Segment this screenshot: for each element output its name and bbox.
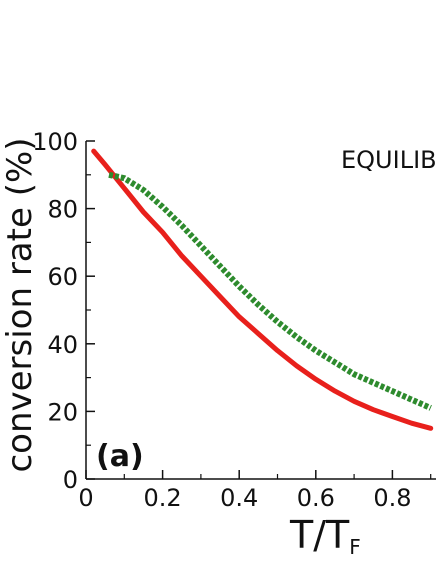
y-axis-title: conversion rate (%) — [0, 137, 40, 472]
x-tick-label: 0.6 — [297, 484, 335, 512]
series-line-solid — [91, 148, 434, 431]
y-tick-label: 40 — [47, 331, 78, 359]
series-group — [91, 148, 434, 431]
x-axis-title-main: T/T — [289, 513, 350, 557]
y-tick-label: 100 — [32, 128, 78, 156]
x-tick-label: 0.2 — [144, 484, 182, 512]
annotation-label: EQUILIB — [341, 146, 436, 174]
series-line-dotted — [108, 171, 432, 411]
panel-label: (a) — [96, 439, 144, 474]
y-tick-label: 60 — [47, 263, 78, 291]
x-tick-label: 0 — [78, 484, 93, 512]
x-axis-title-subscript: F — [349, 535, 361, 559]
y-tick-label: 0 — [63, 466, 78, 494]
x-tick-label: 0.4 — [220, 484, 258, 512]
ticks-group: 0 20 40 60 80 100 0 0.2 0.4 0.6 0.8 — [32, 128, 432, 512]
y-tick-label: 80 — [47, 196, 78, 224]
x-tick-label: 0.8 — [373, 484, 411, 512]
y-tick-label: 20 — [47, 398, 78, 426]
x-axis-title: T/TF — [289, 513, 361, 559]
